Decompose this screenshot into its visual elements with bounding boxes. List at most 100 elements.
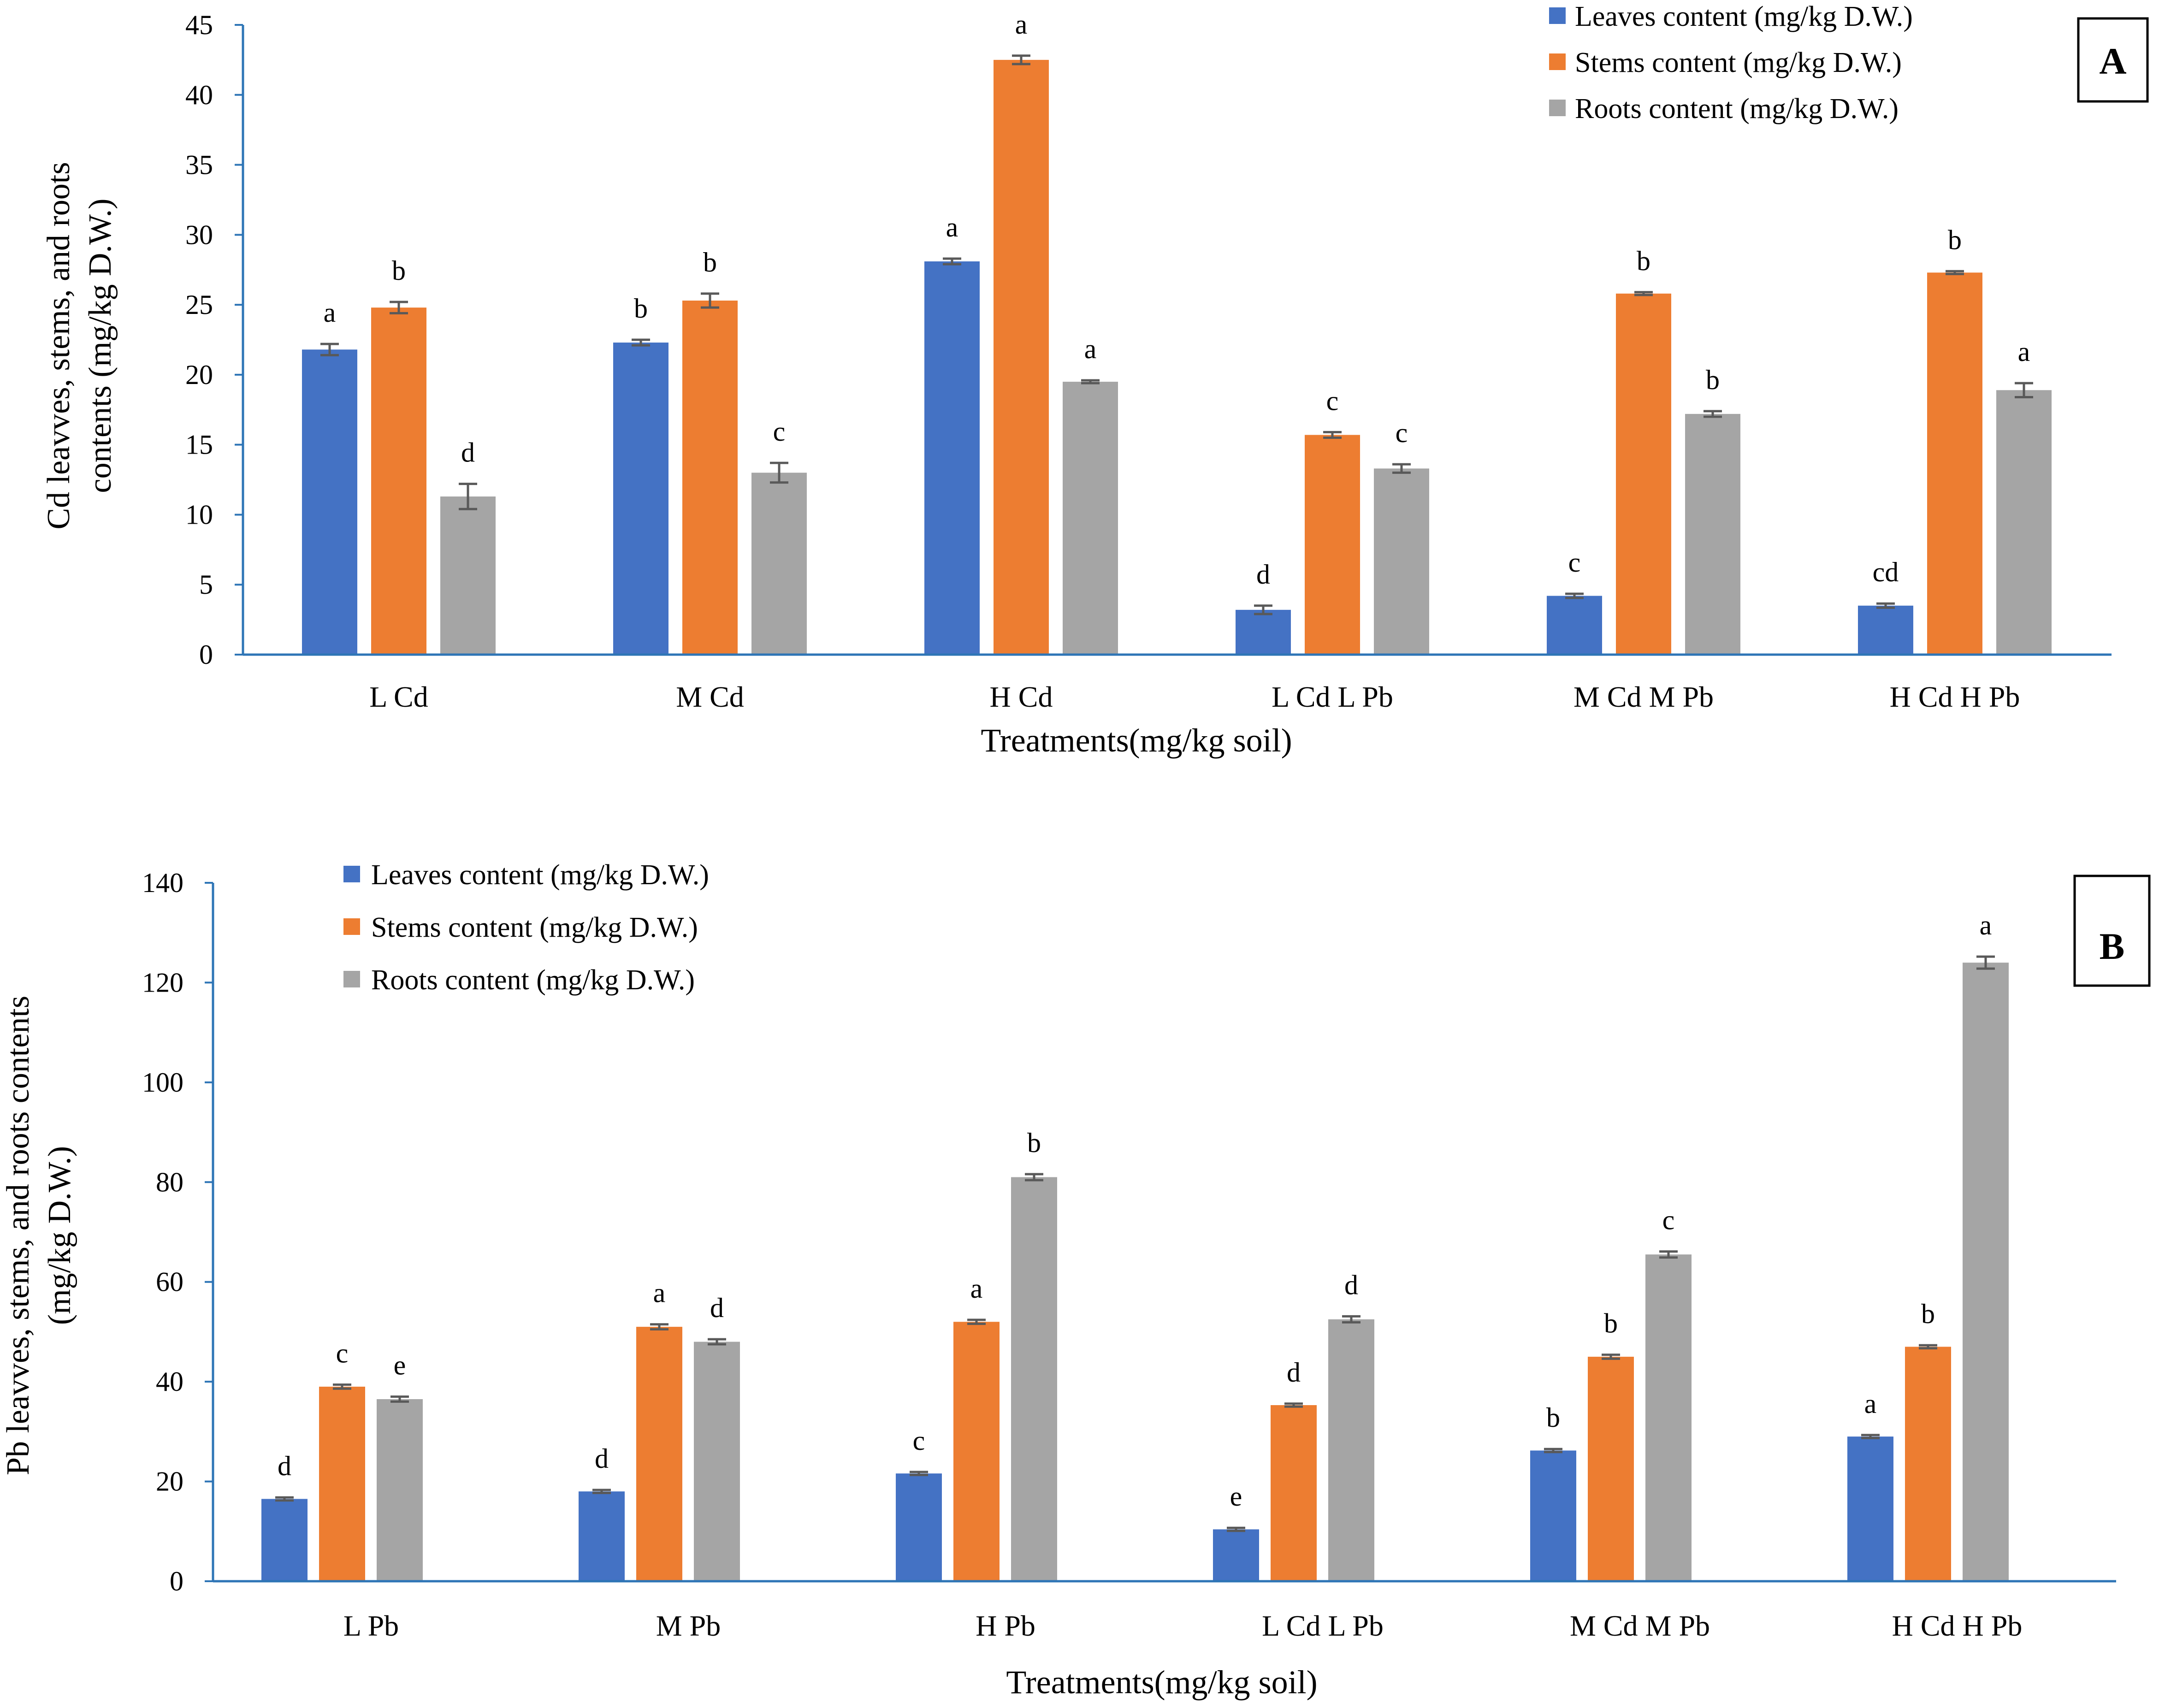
x-category-label: H Pb (976, 1609, 1035, 1642)
error-bar (1342, 1315, 1361, 1324)
error-bar (1392, 463, 1411, 474)
error-bar (701, 292, 719, 309)
significance-letter: d (461, 437, 475, 468)
error-bar (967, 1318, 986, 1325)
bar (682, 301, 738, 655)
significance-letter: c (336, 1338, 349, 1369)
significance-letter: a (324, 297, 336, 328)
x-category-label: H Cd H Pb (1892, 1609, 2023, 1642)
panel-a: a b a d c cd b b a c b b d c a c b a 0 5 10 15 20 25 30 35 40 45 L… (41, 1, 2149, 759)
panel-a-legend-label-leaves: Leaves content (mg/kg D.W.) (1575, 1, 1913, 32)
significance-letter: c (1326, 385, 1339, 416)
error-bar (1659, 1250, 1678, 1259)
significance-letter: d (1256, 559, 1270, 590)
panel-b-y-ticks: 0 20 40 60 80 100 120 140 (142, 868, 213, 1596)
y-tick-label: 100 (142, 1067, 183, 1098)
error-bar (390, 301, 408, 314)
panel-a-bars: a b a d c cd b b a c b b d c a c b a (302, 9, 2052, 655)
y-tick-label: 40 (185, 80, 213, 110)
error-bar (1081, 379, 1100, 384)
error-bar (1284, 1402, 1303, 1408)
panel-a-y-ticks: 0 5 10 15 20 25 30 35 40 45 (185, 10, 243, 670)
error-bar (1602, 1353, 1620, 1360)
y-tick-label: 80 (156, 1167, 183, 1197)
x-category-label: M Cd (676, 680, 744, 713)
bar (1858, 605, 1913, 655)
error-bar (632, 338, 650, 347)
error-bar (1544, 1448, 1562, 1454)
error-bar (1919, 1344, 1937, 1350)
bar (1213, 1529, 1259, 1581)
bar (636, 1327, 682, 1581)
error-bar (1634, 291, 1653, 296)
significance-letter: a (970, 1273, 983, 1304)
panel-a-legend-label-roots: Roots content (mg/kg D.W.) (1575, 93, 1899, 124)
bar (1547, 596, 1602, 655)
bar (694, 1342, 740, 1581)
y-tick-label: 25 (185, 290, 213, 320)
panel-b-legend-swatch-roots (343, 971, 360, 987)
panel-b-legend-label-stems: Stems content (mg/kg D.W.) (371, 912, 698, 943)
significance-letter: c (773, 416, 786, 447)
panel-a-legend-label-stems: Stems content (mg/kg D.W.) (1575, 47, 1902, 78)
significance-letter: a (1864, 1389, 1877, 1419)
bar (440, 496, 496, 655)
y-tick-label: 45 (185, 10, 213, 40)
panel-a-legend: Leaves content (mg/kg D.W.) Stems conten… (1549, 1, 1913, 124)
bar (613, 343, 668, 655)
bar (1374, 468, 1429, 655)
significance-letter: b (634, 293, 648, 324)
x-category-label: L Cd (369, 680, 428, 713)
error-bar (2015, 382, 2033, 398)
significance-letter: b (1637, 246, 1650, 276)
panel-a-legend-swatch-stems (1549, 53, 1566, 70)
significance-letter: c (1662, 1205, 1675, 1235)
error-bar (333, 1383, 351, 1390)
panel-b-letter-box (2073, 875, 2151, 987)
panel-b-bars: d d c e b a c a a d b b e d b d c a (261, 910, 2009, 1581)
bar (1905, 1347, 1951, 1581)
error-bar (1227, 1526, 1245, 1532)
y-tick-label: 15 (185, 430, 213, 460)
significance-letter: b (1921, 1299, 1935, 1329)
significance-letter: a (1980, 910, 1992, 940)
panel-b-legend-swatch-stems (343, 918, 360, 935)
error-bar (1025, 1173, 1043, 1182)
bar (1963, 963, 2009, 1581)
significance-letter: b (1546, 1402, 1560, 1433)
significance-letter: e (394, 1350, 406, 1381)
panel-b-legend-swatch-leaves (343, 866, 360, 882)
panel-a-category-labels: L Cd M Cd H Cd L Cd L Pb M Cd M Pb H Cd H Pb (369, 680, 2020, 713)
bar (1305, 435, 1360, 655)
error-bar (459, 483, 477, 510)
significance-letter: c (1396, 418, 1408, 448)
y-tick-label: 35 (185, 150, 213, 180)
bar (1328, 1319, 1374, 1581)
error-bar (390, 1395, 409, 1403)
y-tick-label: 140 (142, 868, 183, 898)
bar (1847, 1436, 1893, 1581)
bar (1685, 414, 1740, 655)
x-category-label: L Cd L Pb (1262, 1609, 1384, 1642)
x-category-label: H Cd H Pb (1890, 680, 2020, 713)
error-bar (1861, 1434, 1880, 1439)
significance-letter: cd (1873, 557, 1899, 587)
error-bar (1946, 270, 1964, 275)
error-bar (1565, 592, 1584, 599)
error-bar (1323, 431, 1342, 439)
significance-letter: b (1706, 365, 1720, 395)
bar (1530, 1450, 1576, 1581)
significance-letter: a (2018, 337, 2030, 367)
panel-a-letter-box (2077, 17, 2149, 103)
significance-letter: b (1604, 1308, 1618, 1339)
significance-letter: d (1287, 1357, 1301, 1388)
error-bar (943, 257, 961, 266)
significance-letter: b (703, 247, 717, 278)
panel-b-y-axis-title-line2: (mg/kg D.W.) (42, 1146, 77, 1325)
significance-letter: d (1344, 1270, 1358, 1300)
significance-letter: d (595, 1443, 609, 1474)
bar (1996, 390, 2052, 655)
bar (751, 473, 807, 655)
x-category-label: M Pb (656, 1609, 721, 1642)
